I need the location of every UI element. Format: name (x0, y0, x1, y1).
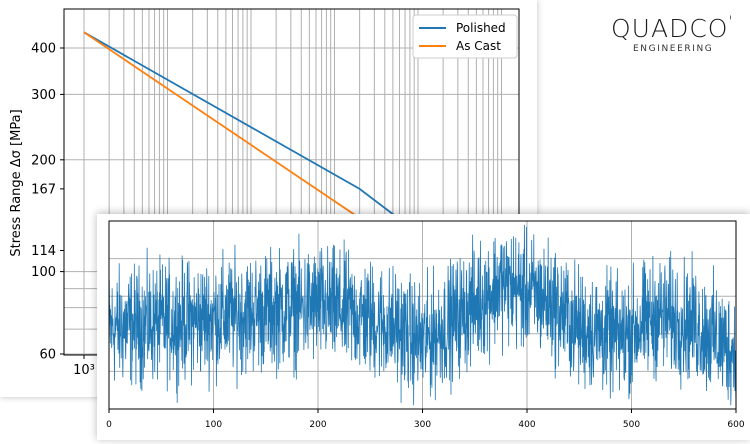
y-tick-label: 60 (39, 348, 56, 363)
series-line-as-cast (83, 31, 381, 233)
signal-x-tick-label: 400 (518, 420, 535, 430)
signal-series-line (108, 224, 737, 406)
y-tick-label: 300 (31, 88, 56, 103)
y-tick-label: 100 (31, 265, 56, 280)
logo-wordmark: QUADCO (611, 14, 729, 43)
logo-subtitle: ENGINEERING (633, 44, 714, 54)
legend-label-polished: Polished (456, 21, 506, 35)
legend: Polished As Cast (412, 14, 518, 59)
y-tick-label: 400 (31, 42, 56, 57)
y-tick-label: 167 (31, 182, 56, 197)
signal-x-tick-label: 600 (727, 420, 744, 430)
signal-x-tick-label: 100 (205, 420, 222, 430)
legend-label-as-cast: As Cast (456, 39, 501, 53)
y-tick-label: 200 (31, 153, 56, 168)
signal-x-ticks: 0 100 200 300 400 500 600 (106, 409, 745, 430)
signal-panel: 0 100 200 300 400 500 600 (97, 214, 750, 440)
signal-chart: 0 100 200 300 400 500 600 (106, 220, 745, 430)
y-tick-label: 114 (31, 244, 56, 259)
x-tick-label: 10³ (73, 363, 95, 378)
signal-x-tick-label: 300 (414, 420, 431, 430)
y-axis-label: Stress Range Δσ [MPa] (9, 109, 24, 256)
signal-series-path (108, 224, 737, 406)
logo-mark: ' (728, 14, 734, 30)
legend-box (412, 14, 518, 59)
y-axis-ticks: 400 300 200 167 114 100 60 (31, 42, 85, 363)
quadco-logo: QUADCO' ENGINEERING (597, 6, 737, 56)
signal-x-tick-label: 500 (623, 420, 640, 430)
signal-x-tick-label: 0 (106, 420, 112, 430)
signal-x-tick-label: 200 (309, 420, 326, 430)
